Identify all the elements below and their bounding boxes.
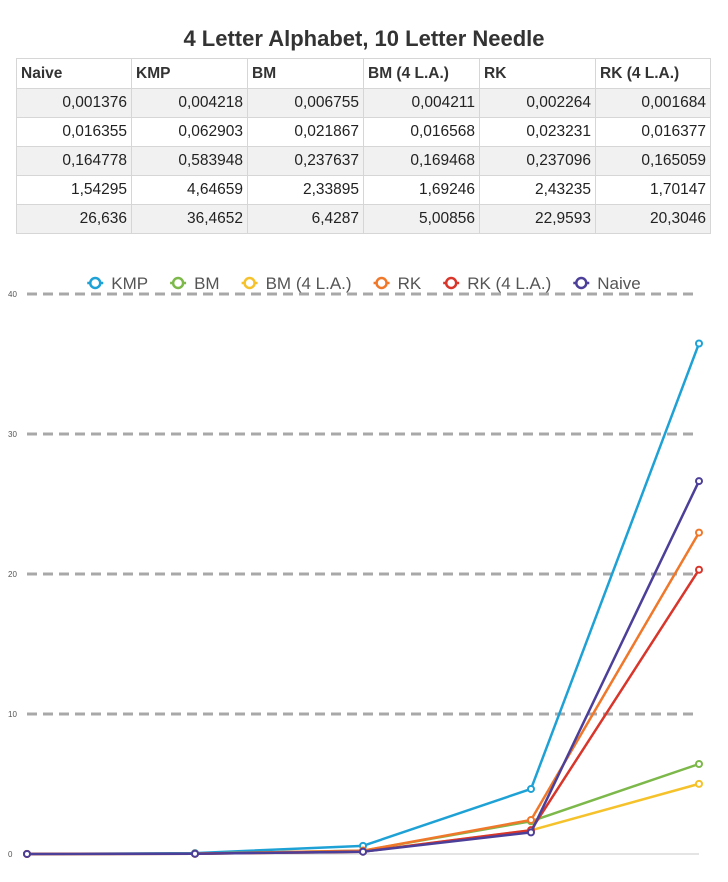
y-tick-label: 10 bbox=[8, 710, 17, 719]
legend-label: RK bbox=[398, 274, 422, 293]
legend-marker bbox=[444, 276, 458, 290]
table-cell: 22,9593 bbox=[479, 204, 596, 234]
table-cell: 6,4287 bbox=[247, 204, 364, 234]
table-row: 0,001376 0,004218 0,006755 0,004211 0,00… bbox=[16, 88, 711, 118]
table-cell: 0,002264 bbox=[479, 88, 596, 118]
legend-marker bbox=[89, 276, 102, 290]
column-header: BM (4 L.A.) bbox=[363, 58, 480, 89]
legend-label: BM (4 L.A.) bbox=[266, 274, 352, 293]
table-cell: 4,64659 bbox=[131, 175, 248, 205]
y-tick-label: 0 bbox=[8, 850, 13, 859]
table-cell: 0,016568 bbox=[363, 117, 480, 147]
legend-label: Naive bbox=[597, 274, 640, 293]
data-point bbox=[695, 565, 703, 574]
table-row: 26,636 36,4652 6,4287 5,00856 22,9593 20… bbox=[16, 204, 711, 234]
data-point bbox=[695, 528, 703, 537]
table-cell: 20,3046 bbox=[595, 204, 711, 234]
data-table: Naive KMP BM BM (4 L.A.) RK RK (4 L.A.) … bbox=[16, 58, 711, 234]
data-point bbox=[695, 759, 703, 768]
legend-marker bbox=[171, 276, 185, 290]
data-point bbox=[527, 784, 535, 793]
table-row: 1,54295 4,64659 2,33895 1,69246 2,43235 … bbox=[16, 175, 711, 205]
table-cell: 0,004218 bbox=[131, 88, 248, 118]
legend-marker bbox=[575, 276, 588, 290]
data-point bbox=[695, 339, 703, 348]
y-tick-label: 40 bbox=[8, 290, 17, 299]
legend-label: RK (4 L.A.) bbox=[467, 274, 551, 293]
legend-label: BM bbox=[194, 274, 220, 293]
table-cell: 0,001376 bbox=[16, 88, 132, 118]
data-point bbox=[695, 477, 703, 486]
table-cell: 36,4652 bbox=[131, 204, 248, 234]
column-header: RK bbox=[479, 58, 596, 89]
series-line-0 bbox=[26, 343, 701, 856]
legend-label: KMP bbox=[111, 274, 148, 293]
table-cell: 0,165059 bbox=[595, 146, 711, 176]
legend-marker bbox=[375, 276, 388, 290]
data-point bbox=[23, 849, 31, 858]
data-point bbox=[527, 815, 535, 824]
table-cell: 1,54295 bbox=[16, 175, 132, 205]
table-cell: 0,006755 bbox=[247, 88, 364, 118]
column-header: RK (4 L.A.) bbox=[595, 58, 711, 89]
y-tick-label: 30 bbox=[8, 430, 17, 439]
series-line-1 bbox=[26, 762, 700, 856]
table-cell: 0,001684 bbox=[595, 88, 711, 118]
data-point bbox=[359, 847, 367, 856]
table-row: 0,016355 0,062903 0,021867 0,016568 0,02… bbox=[16, 117, 711, 147]
table-cell: 0,016377 bbox=[595, 117, 711, 147]
table-cell: 5,00856 bbox=[363, 204, 480, 234]
column-header: Naive bbox=[16, 58, 132, 89]
column-header: KMP bbox=[131, 58, 248, 89]
y-tick-label: 20 bbox=[8, 570, 17, 579]
table-cell: 0,004211 bbox=[363, 88, 480, 118]
table-cell: 0,164778 bbox=[16, 146, 132, 176]
table-cell: 26,636 bbox=[16, 204, 132, 234]
table-header-row: Naive KMP BM BM (4 L.A.) RK RK (4 L.A.) bbox=[16, 58, 711, 89]
table-cell: 0,023231 bbox=[479, 117, 596, 147]
table-cell: 0,016355 bbox=[16, 117, 132, 147]
data-point bbox=[191, 849, 199, 858]
chart-title: 4 Letter Alphabet, 10 Letter Needle bbox=[183, 26, 545, 51]
table-cell: 1,70147 bbox=[595, 175, 711, 205]
data-point bbox=[695, 779, 703, 788]
data-point bbox=[527, 828, 535, 837]
table-cell: 2,43235 bbox=[479, 175, 596, 205]
legend-marker bbox=[243, 276, 256, 290]
table-cell: 0,237637 bbox=[247, 146, 364, 176]
